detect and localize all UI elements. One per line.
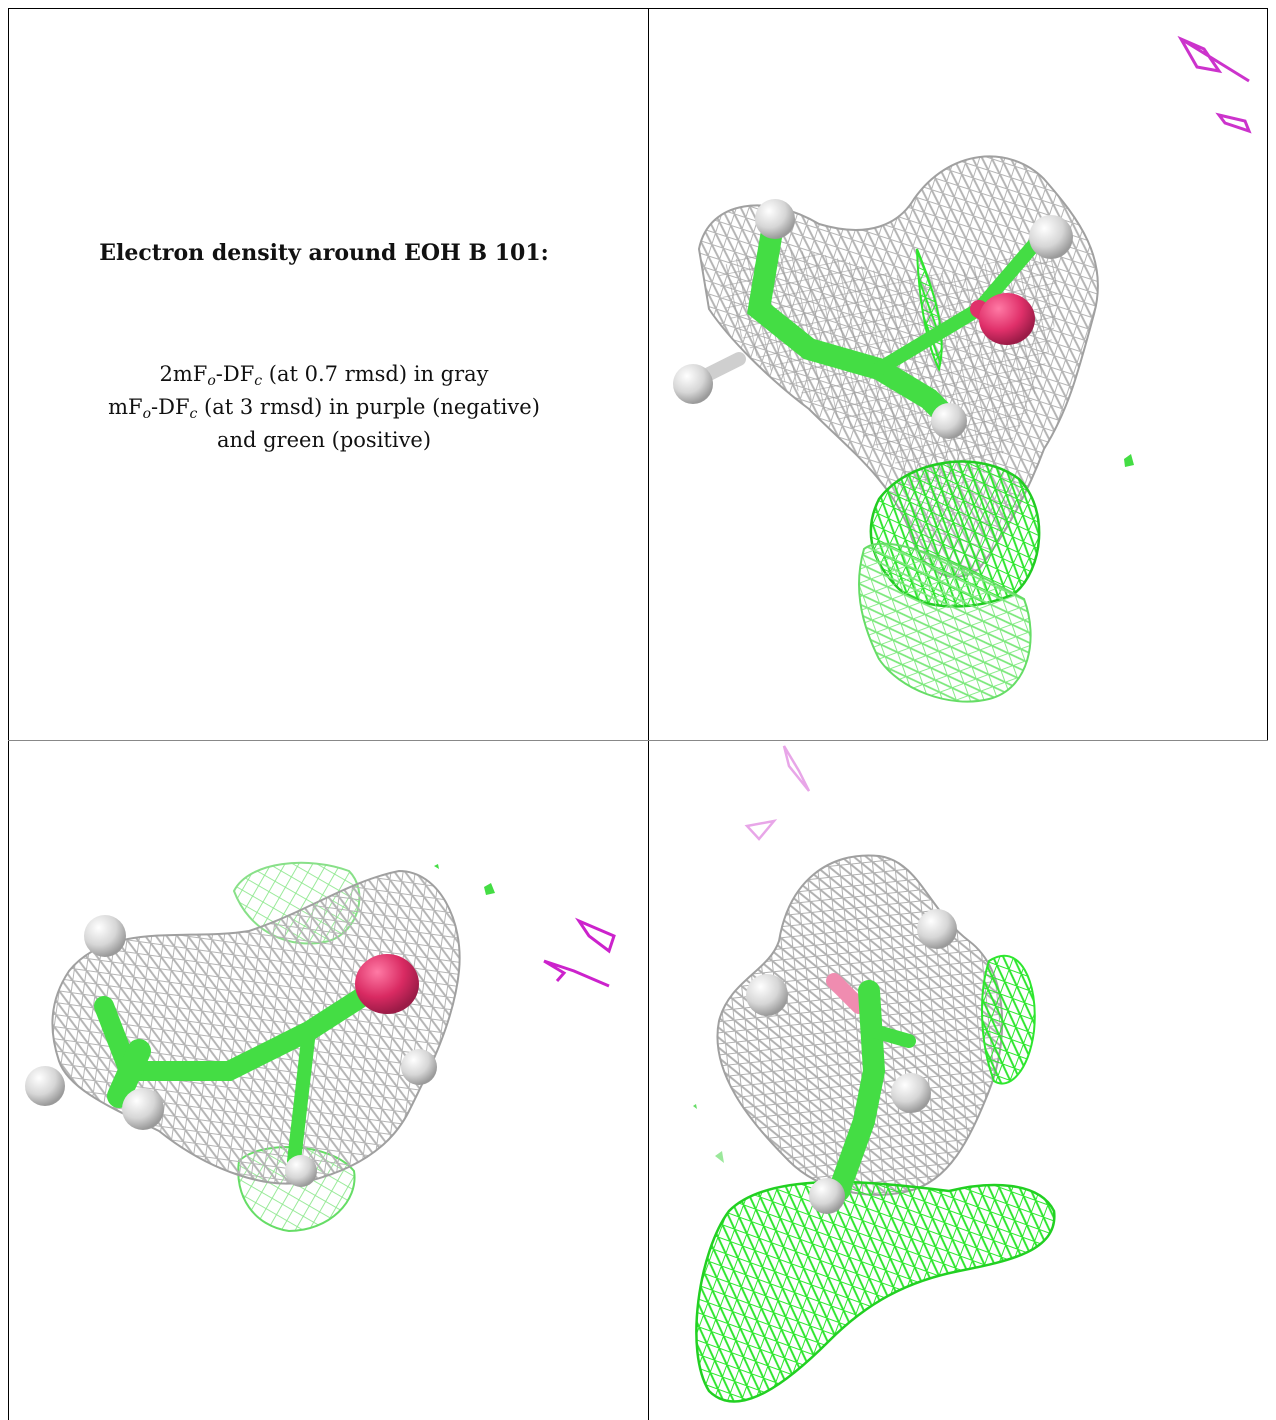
frame-center-divider: [648, 8, 649, 1420]
negative-density-mesh: [744, 745, 811, 841]
caption-line-difference-map: mFo-DFc (at 3 rmsd) in purple (negative): [108, 395, 540, 422]
caption-title: Electron density around EOH B 101:: [99, 240, 549, 266]
frame-top-border: [8, 8, 1268, 9]
caption-line-gray-map: 2mFo-DFc (at 0.7 rmsd) in gray: [159, 362, 489, 389]
positive-density-mesh: [858, 248, 1134, 703]
molecule-render-3: [693, 745, 1056, 1403]
frame-middle-divider: [8, 740, 1268, 741]
density-view-bottom-right: [649, 741, 1267, 1420]
negative-density-mesh: [543, 917, 616, 988]
density-view-bottom-left: [9, 741, 648, 1420]
caption-panel: Electron density around EOH B 101: 2mFo-…: [0, 0, 648, 740]
molecule-render-2: [25, 861, 616, 1233]
positive-density-mesh: [693, 954, 1056, 1403]
frame-left-border: [8, 8, 9, 1420]
molecule-render-1: [673, 35, 1252, 703]
frame-right-border: [1267, 8, 1268, 741]
density-view-top-right: [649, 9, 1267, 740]
eoh-molecule-stick-model: [25, 915, 437, 1187]
eoh-molecule-stick-model: [746, 909, 957, 1214]
negative-density-mesh: [1177, 35, 1252, 134]
eoh-molecule-stick-model: [673, 199, 1073, 439]
caption-body: 2mFo-DFc (at 0.7 rmsd) in gray mFo-DFc (…: [0, 358, 648, 457]
caption-line-color-legend: and green (positive): [216, 428, 432, 452]
